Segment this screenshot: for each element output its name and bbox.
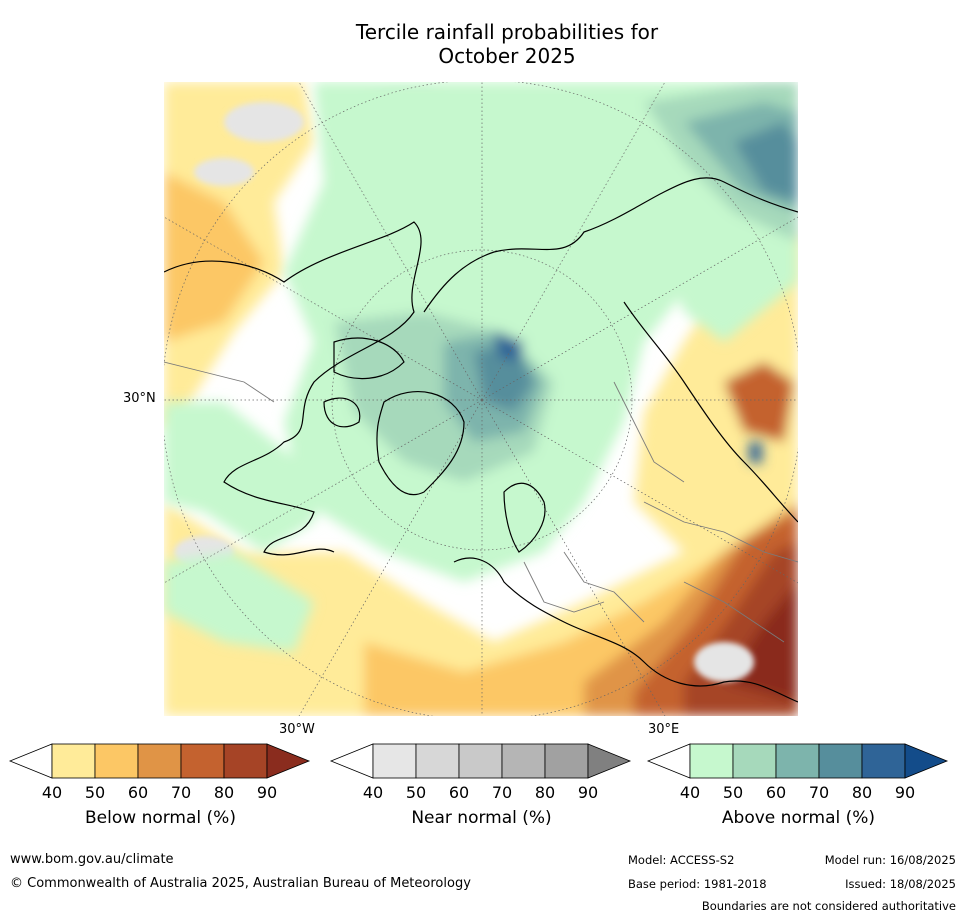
footer-copyright: © Commonwealth of Australia 2025, Austra…: [10, 876, 471, 891]
below-colorbar-left-arrow: [8, 743, 53, 779]
map-canvas: [164, 82, 798, 716]
below-normal-50-west: [164, 172, 264, 342]
below-colorbar-segment-2: [94, 743, 139, 779]
colorbar-above-svg: 40 50 60 70 80 90: [646, 743, 949, 802]
above-colorbar-segment-5: [861, 743, 906, 779]
country-borders: [164, 361, 798, 643]
coast-europe: [453, 557, 798, 703]
near-colorbar-tick-label: 80: [535, 783, 555, 802]
colorbar-below-normal: 40 50 60 70 80 90: [8, 742, 313, 808]
above-colorbar-tick-label: 90: [895, 783, 915, 802]
coast-eurasia-north: [423, 177, 798, 313]
below-colorbar-tick-label: 50: [85, 783, 105, 802]
footer-website: www.bom.gov.au/climate: [10, 852, 174, 867]
above-colorbar-segment-2: [732, 743, 777, 779]
footer-disclaimer: Boundaries are not considered authoritat…: [701, 899, 956, 913]
colorbar-near-label: Near normal (%): [411, 808, 552, 828]
meridian-30W: [298, 399, 483, 716]
coast-canadian-archipelago: [323, 337, 405, 428]
near-colorbar-segment-2: [415, 743, 460, 779]
title-line-2: October 2025: [438, 44, 576, 68]
near-normal-patch-1: [224, 102, 304, 142]
graticule: [164, 82, 798, 716]
above-normal-80-pole: [494, 332, 524, 362]
forecast-map: [164, 82, 798, 716]
near-colorbar-tick-label: 90: [578, 783, 598, 802]
coast-north-america: [164, 221, 422, 556]
title-line-1: Tercile rainfall probabilities for: [355, 20, 659, 44]
near-colorbar-tick-label: 60: [449, 783, 469, 802]
meridian-150W: [298, 82, 483, 401]
meridian-60E: [481, 399, 798, 584]
meridian-60W: [164, 399, 483, 584]
below-colorbar-segment-5: [223, 743, 268, 779]
above-colorbar-left-arrow: [646, 743, 691, 779]
above-colorbar-tick-label: 40: [680, 783, 700, 802]
near-colorbar-segment-4: [501, 743, 546, 779]
below-colorbar-tick-label: 80: [214, 783, 234, 802]
near-colorbar-segment-3: [458, 743, 503, 779]
colorbar-near-svg: 40 50 60 70 80 90: [329, 743, 632, 802]
near-colorbar-left-arrow: [329, 743, 374, 779]
coast-siberia-east: [623, 301, 798, 523]
near-normal-patch-4: [694, 642, 754, 682]
near-colorbar-tick-label: 40: [363, 783, 383, 802]
above-normal-40-west: [164, 402, 324, 552]
footer-base-period: Base period: 1981-2018: [628, 877, 767, 891]
latitude-circle-60N: [331, 249, 633, 551]
above-colorbar-tick-label: 70: [809, 783, 829, 802]
near-colorbar-segment-1: [372, 743, 417, 779]
border-europe-2: [563, 551, 645, 623]
below-colorbar-tick-label: 70: [171, 783, 191, 802]
border-asia-2: [683, 581, 785, 643]
near-colorbar-right-arrow: [587, 743, 632, 779]
above-colorbar-segment-1: [689, 743, 734, 779]
latitude-label-30n: 30°N: [123, 391, 156, 406]
colorbar-below-label: Below normal (%): [85, 808, 236, 828]
above-normal-70-pacific: [734, 122, 798, 202]
longitude-label-30w: 30°W: [279, 722, 315, 737]
above-normal-field: [164, 82, 798, 652]
colorbar-above-normal: 40 50 60 70 80 90: [646, 742, 951, 808]
border-asia-3: [613, 381, 685, 483]
above-colorbar-tick-label: 60: [766, 783, 786, 802]
above-colorbar-tick-label: 80: [852, 783, 872, 802]
below-colorbar-tick-label: 60: [128, 783, 148, 802]
above-colorbar-segment-4: [818, 743, 863, 779]
coast-scandinavia: [503, 482, 546, 553]
near-colorbar-tick-label: 70: [492, 783, 512, 802]
coast-greenland: [376, 391, 465, 496]
longitude-label-30e: 30°E: [648, 722, 680, 737]
above-normal-40-southwest: [164, 552, 314, 652]
meridian-150E: [481, 82, 666, 401]
border-asia-1: [643, 501, 798, 563]
above-colorbar-right-arrow: [904, 743, 949, 779]
chart-title: Tercile rainfall probabilities for Octob…: [0, 20, 965, 68]
colorbar-below-svg: 40 50 60 70 80 90: [8, 743, 311, 802]
border-north-america: [164, 361, 275, 403]
below-colorbar-segment-3: [137, 743, 182, 779]
footer-model-run: Model run: 16/08/2025: [824, 853, 956, 867]
coastlines: [164, 177, 798, 703]
below-colorbar-right-arrow: [266, 743, 311, 779]
below-colorbar-segment-1: [51, 743, 96, 779]
colorbar-above-label: Above normal (%): [721, 808, 876, 828]
above-normal-80-east: [749, 442, 762, 464]
colorbar-near-normal: 40 50 60 70 80 90: [329, 742, 634, 808]
below-colorbar-segment-4: [180, 743, 225, 779]
below-colorbar-tick-label: 40: [42, 783, 62, 802]
near-colorbar-segment-5: [544, 743, 589, 779]
footer-model: Model: ACCESS-S2: [628, 853, 735, 867]
meridian-120W: [164, 216, 483, 401]
near-normal-patch-2: [194, 158, 254, 186]
above-colorbar-tick-label: 50: [723, 783, 743, 802]
above-colorbar-segment-3: [775, 743, 820, 779]
below-colorbar-tick-label: 90: [257, 783, 277, 802]
near-colorbar-tick-label: 50: [406, 783, 426, 802]
border-europe-1: [523, 561, 605, 613]
footer-issued: Issued: 18/08/2025: [845, 877, 956, 891]
meridian-120E: [481, 216, 798, 401]
below-normal-70-east-coast: [724, 362, 794, 442]
meridian-30E: [481, 399, 666, 716]
